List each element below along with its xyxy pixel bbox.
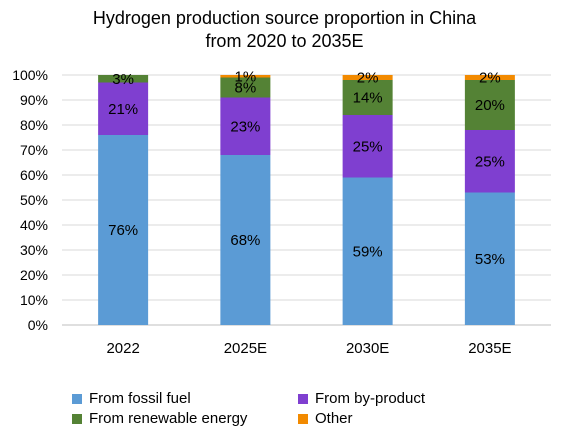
y-tick-label: 100% xyxy=(12,67,48,83)
data-label: 53% xyxy=(475,251,505,268)
bar-segment-other xyxy=(220,75,271,78)
y-tick-label: 0% xyxy=(28,317,48,333)
data-label: 23% xyxy=(230,118,260,135)
x-tick-label: 2035E xyxy=(468,340,511,357)
bar-segment-from-renewable-energy xyxy=(98,75,149,83)
bar-segment-from-by-product xyxy=(220,97,271,155)
bar-segment-from-renewable-energy xyxy=(464,80,515,130)
chart-title: Hydrogen production source proportion in… xyxy=(0,7,569,53)
data-label: 2% xyxy=(479,70,501,87)
y-tick-label: 60% xyxy=(20,167,48,183)
bar-segment-from-by-product xyxy=(98,82,149,135)
bar-segment-from-by-product xyxy=(342,115,393,178)
bar-segment-from-fossil-fuel xyxy=(464,192,515,325)
y-tick-label: 40% xyxy=(20,217,48,233)
bar-segment-other xyxy=(342,75,393,80)
data-label: 14% xyxy=(353,90,383,107)
data-label: 3% xyxy=(112,71,134,88)
data-label: 76% xyxy=(108,222,138,239)
data-label: 21% xyxy=(108,101,138,118)
data-label: 20% xyxy=(475,97,505,114)
x-tick-label: 2030E xyxy=(346,340,389,357)
x-tick-label: 2025E xyxy=(224,340,267,357)
y-tick-label: 90% xyxy=(20,92,48,108)
bar-segment-from-fossil-fuel xyxy=(342,177,393,325)
bar-segment-other xyxy=(464,75,515,80)
data-label: 1% xyxy=(235,68,257,85)
y-tick-label: 70% xyxy=(20,142,48,158)
data-label: 8% xyxy=(235,80,257,97)
y-tick-label: 10% xyxy=(20,292,48,308)
y-tick-label: 30% xyxy=(20,242,48,258)
bar-segment-from-renewable-energy xyxy=(342,80,393,115)
data-label: 68% xyxy=(230,232,260,249)
data-label: 2% xyxy=(357,70,379,87)
data-label: 59% xyxy=(353,243,383,260)
bar-segment-from-fossil-fuel xyxy=(220,155,271,325)
data-label: 25% xyxy=(353,138,383,155)
chart-title-line-1: Hydrogen production source proportion in… xyxy=(92,8,477,28)
y-tick-label: 50% xyxy=(20,192,48,208)
data-label: 25% xyxy=(475,153,505,170)
y-tick-label: 80% xyxy=(20,117,48,133)
x-tick-label: 2022 xyxy=(106,340,139,357)
y-tick-label: 20% xyxy=(20,267,48,283)
bar-segment-from-fossil-fuel xyxy=(98,135,149,325)
bar-segment-from-renewable-energy xyxy=(220,77,271,98)
bar-segment-from-by-product xyxy=(464,130,515,193)
chart-title-line-2: from 2020 to 2035E xyxy=(205,31,364,51)
